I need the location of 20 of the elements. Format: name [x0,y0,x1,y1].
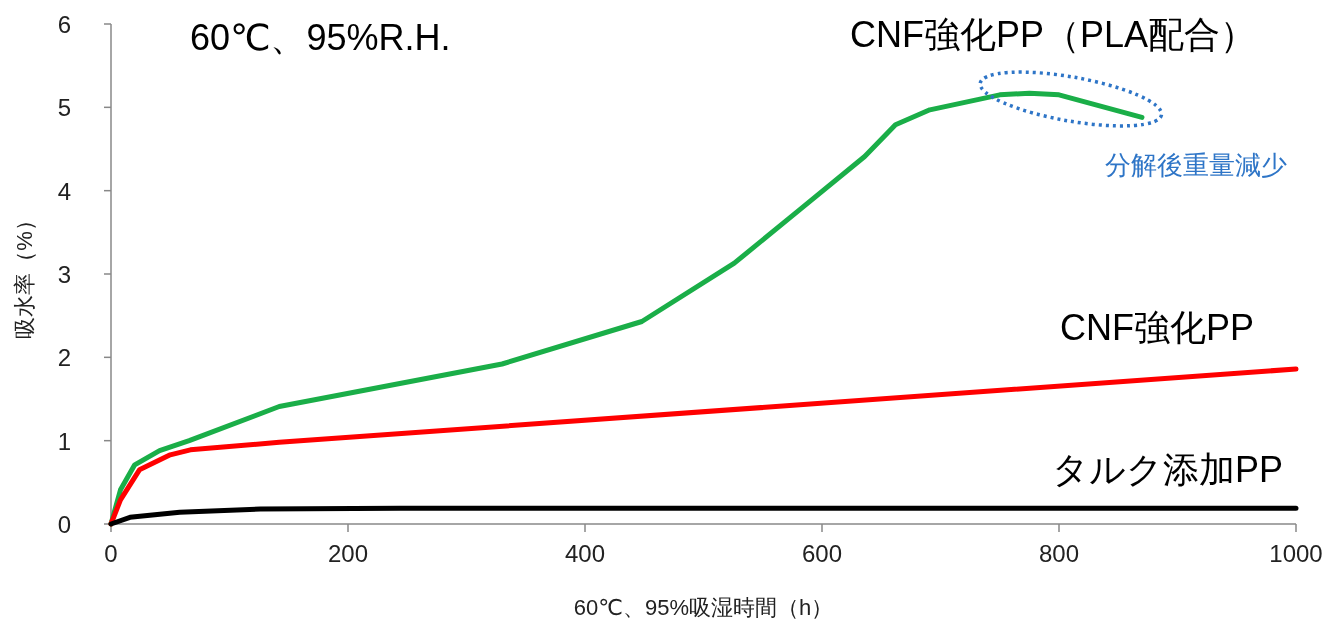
y-tick-label: 0 [57,511,71,538]
y-axis-title: 吸水率（%） [12,209,37,339]
y-tick-label: 5 [57,94,71,122]
x-axis-title: 60℃、95%吸湿時間（h） [573,595,834,620]
x-tick-label: 400 [564,540,606,567]
annotation: 分解後重量減少 [1104,150,1287,180]
x-tick-label: 1000 [1269,540,1323,567]
y-tick-label: 6 [57,11,71,38]
y-tick-label: 4 [57,177,71,205]
series-label: CNF強化PP（PLA配合） [850,14,1257,55]
x-tick-label: 0 [104,540,118,567]
x-tick-label: 800 [1038,540,1080,567]
series-label: タルク添加PP [1052,449,1284,490]
y-tick-label: 3 [57,261,71,288]
y-tick-label: 1 [57,427,71,455]
x-tick-label: 600 [801,540,843,567]
y-tick-label: 2 [57,344,71,372]
series-label: CNF強化PP [1060,307,1255,348]
x-tick-label: 200 [327,540,369,567]
annotation: 60℃、95%R.H. [190,17,451,58]
